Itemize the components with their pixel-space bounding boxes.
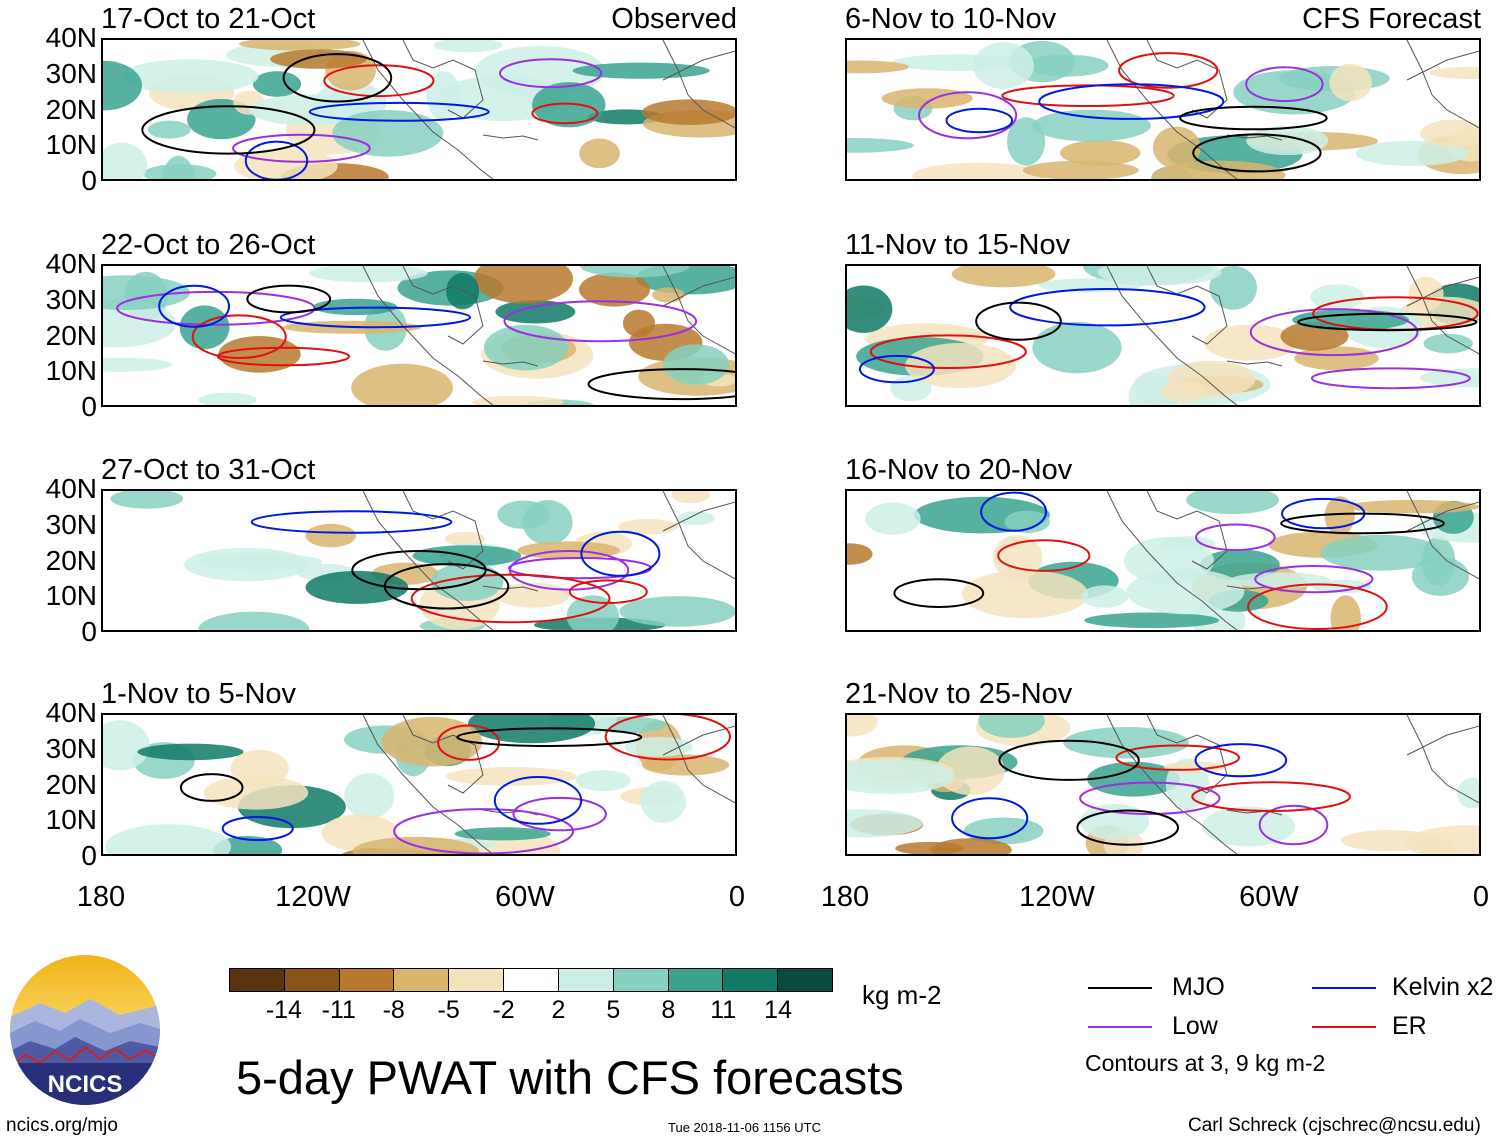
y-tick-label: 40N (45, 697, 97, 728)
y-tick-label: 30N (45, 508, 97, 540)
colorbar-swatch (723, 969, 779, 991)
y-tick-label: 30N (45, 732, 97, 764)
colorbar-tick-label: 5 (606, 996, 621, 1024)
colorbar-swatch (230, 969, 285, 991)
colorbar-tick-label: -2 (492, 996, 515, 1024)
colorbar-tick-label: -14 (265, 996, 302, 1024)
map-plot (845, 38, 1481, 181)
pwat-field (103, 40, 735, 179)
x-tick-label: 180 (820, 881, 870, 913)
map-plot (101, 713, 737, 856)
y-tick-label: 30N (45, 283, 97, 315)
y-tick-label: 0 (81, 165, 97, 196)
colorbar-tick-label: 11 (710, 996, 737, 1024)
colorbar-tick-label: -8 (382, 996, 405, 1024)
y-tick-label: 20N (45, 319, 97, 351)
footer-timestamp: Tue 2018-11-06 1156 UTC (668, 1120, 821, 1135)
y-tick-label: 10N (45, 355, 97, 387)
ncics-logo: NCICS (10, 955, 160, 1105)
legend-line-mjo (1088, 987, 1152, 989)
figure-title: 5-day PWAT with CFS forecasts (236, 1051, 904, 1104)
colorbar-tick-label: -11 (321, 996, 356, 1024)
colorbar-swatch (778, 969, 832, 991)
logo-text: NCICS (48, 1071, 123, 1098)
y-tick-label: 10N (45, 129, 97, 161)
x-tick-label: 60W (1239, 881, 1299, 913)
panel-label: CFS Forecast (1302, 3, 1481, 35)
y-tick-label: 10N (45, 580, 97, 612)
colorbar-swatch (504, 969, 559, 991)
pwat-field (110, 491, 735, 630)
map-plot (101, 489, 737, 632)
colorbar-tick-label: 8 (661, 996, 676, 1024)
map-plot (101, 264, 737, 407)
y-tick-label: 0 (81, 616, 97, 647)
colorbar-tick-label: 14 (764, 996, 792, 1024)
legend-label-er: ER (1392, 1012, 1427, 1040)
legend-line-kelvin (1312, 987, 1376, 989)
y-tick-label: 0 (81, 840, 97, 871)
legend-line-low (1088, 1026, 1152, 1028)
legend-label-low: Low (1172, 1012, 1218, 1040)
map-plot (101, 38, 737, 181)
panel-title: 6-Nov to 10-Nov (845, 3, 1057, 35)
panel-title: 21-Nov to 25-Nov (845, 678, 1073, 710)
y-tick-label: 20N (45, 544, 97, 576)
map-plot (845, 713, 1481, 856)
panel-label: Observed (611, 3, 737, 35)
panel-title: 1-Nov to 5-Nov (101, 678, 297, 710)
panel-title: 16-Nov to 20-Nov (845, 454, 1073, 486)
x-tick-label: 60W (495, 881, 555, 913)
map-plot (845, 264, 1481, 407)
legend-label-kelvin: Kelvin x2 (1392, 973, 1494, 1001)
colorbar-swatch (558, 969, 614, 991)
pwat-field (847, 40, 1479, 179)
x-tick-label: 120W (275, 881, 351, 913)
panel-title: 11-Nov to 15-Nov (845, 229, 1071, 261)
x-tick-label: 0 (1472, 881, 1490, 913)
pwat-field (847, 266, 1479, 405)
y-tick-label: 40N (45, 473, 97, 504)
x-tick-label: 180 (76, 881, 126, 913)
colorbar-swatch (449, 969, 505, 991)
y-tick-label: 40N (45, 248, 97, 279)
y-tick-label: 30N (45, 57, 97, 89)
x-tick-label: 120W (1019, 881, 1095, 913)
y-tick-label: 40N (45, 22, 97, 53)
y-tick-label: 10N (45, 804, 97, 836)
pwat-field (103, 715, 735, 854)
y-tick-label: 20N (45, 93, 97, 125)
pwat-field (847, 491, 1479, 630)
colorbar-swatch (613, 969, 669, 991)
colorbar-swatch (284, 969, 340, 991)
colorbar-units: kg m-2 (862, 980, 942, 1010)
colorbar-swatch (394, 969, 450, 991)
contours-note: Contours at 3, 9 kg m-2 (1085, 1050, 1326, 1076)
colorbar (229, 968, 833, 992)
y-tick-label: 20N (45, 768, 97, 800)
legend-line-er (1312, 1026, 1376, 1028)
panel-title: 22-Oct to 26-Oct (101, 229, 316, 261)
panel-title: 27-Oct to 31-Oct (101, 454, 316, 486)
y-tick-label: 0 (81, 391, 97, 422)
footer-author: Carl Schreck (cjschrec@ncsu.edu) (1188, 1115, 1481, 1136)
colorbar-tick-label: 2 (551, 996, 566, 1024)
panel-title: 17-Oct to 21-Oct (101, 3, 316, 35)
pwat-field (847, 715, 1479, 854)
x-tick-label: 0 (728, 881, 746, 913)
legend-label-mjo: MJO (1172, 973, 1225, 1001)
pwat-field (103, 266, 735, 405)
map-plot (845, 489, 1481, 632)
colorbar-swatch (668, 969, 724, 991)
footer-url[interactable]: ncics.org/mjo (6, 1115, 118, 1136)
colorbar-swatch (339, 969, 395, 991)
colorbar-tick-label: -5 (437, 996, 460, 1024)
